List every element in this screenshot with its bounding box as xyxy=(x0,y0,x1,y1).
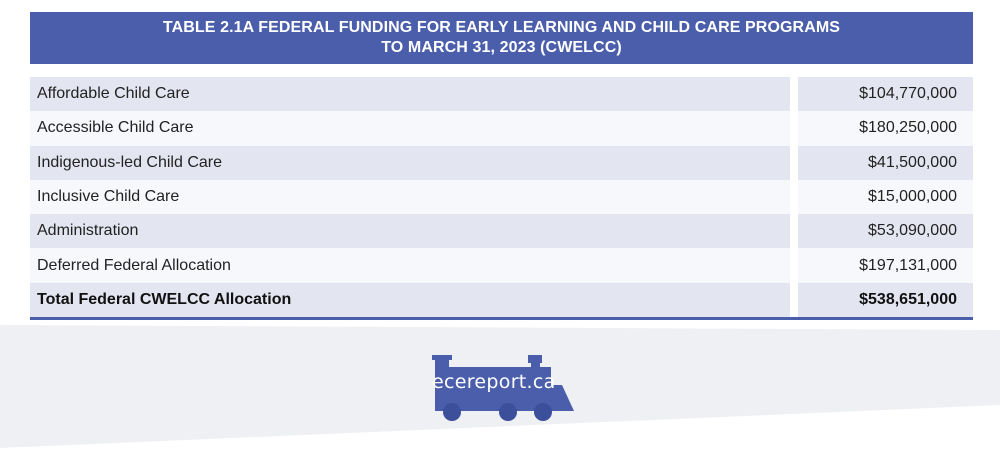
row-label: Deferred Federal Allocation xyxy=(30,248,790,283)
table-row: Accessible Child Care $180,250,000 xyxy=(30,111,973,146)
total-label: Total Federal CWELCC Allocation xyxy=(30,282,790,318)
logo-text: ecereport.ca xyxy=(432,371,556,393)
row-value: $104,770,000 xyxy=(798,77,973,112)
table-title-line-2: TO MARCH 31, 2023 (CWELCC) xyxy=(381,39,622,56)
table-row: Administration $53,090,000 xyxy=(30,214,973,249)
total-value: $538,651,000 xyxy=(798,282,973,318)
funding-table: TABLE 2.1A FEDERAL FUNDING FOR EARLY LEA… xyxy=(30,12,973,321)
ecereport-logo-link[interactable]: ecereport.ca xyxy=(432,355,575,423)
table-row: Affordable Child Care $104,770,000 xyxy=(30,77,973,112)
table-row: Inclusive Child Care $15,000,000 xyxy=(30,179,973,215)
row-label: Administration xyxy=(30,214,790,249)
row-value: $180,250,000 xyxy=(798,111,973,146)
row-label: Inclusive Child Care xyxy=(30,179,790,215)
table-row: Deferred Federal Allocation $197,131,000 xyxy=(30,248,973,283)
total-underline xyxy=(30,317,973,321)
row-label: Affordable Child Care xyxy=(30,77,790,112)
train-locomotive-icon xyxy=(432,355,574,421)
total-row: Total Federal CWELCC Allocation $538,651… xyxy=(30,282,973,318)
row-value: $15,000,000 xyxy=(798,179,973,215)
row-label: Accessible Child Care xyxy=(30,111,790,146)
row-label: Indigenous-led Child Care xyxy=(30,145,790,180)
table-body: Affordable Child Care $104,770,000 Acces… xyxy=(30,77,973,321)
table-title: TABLE 2.1A FEDERAL FUNDING FOR EARLY LEA… xyxy=(30,12,973,64)
row-value: $41,500,000 xyxy=(798,145,973,180)
row-value: $53,090,000 xyxy=(798,214,973,249)
table-title-line-1: TABLE 2.1A FEDERAL FUNDING FOR EARLY LEA… xyxy=(162,19,841,36)
row-value: $197,131,000 xyxy=(798,248,973,283)
table-row: Indigenous-led Child Care $41,500,000 xyxy=(30,145,973,180)
